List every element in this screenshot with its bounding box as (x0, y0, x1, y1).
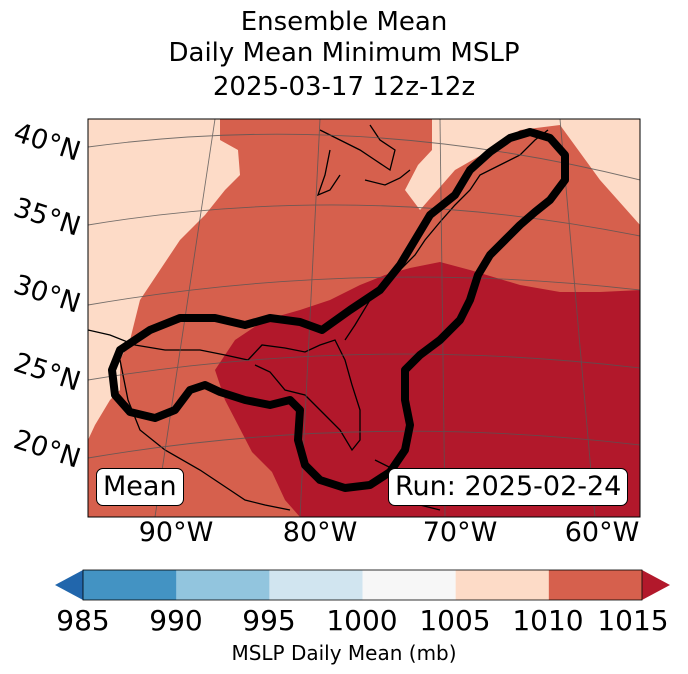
colorbar-tick: 995 (242, 604, 296, 637)
lat-label-25: 25°N (10, 347, 84, 398)
title-line-1: Ensemble Mean (240, 7, 448, 37)
map-frame (87, 118, 641, 518)
title-line-3: 2025-03-17 12z-12z (212, 72, 476, 102)
colorbar-tick: 990 (149, 604, 203, 637)
lat-label-35: 35°N (10, 192, 84, 243)
colorbar-segment (455, 570, 550, 600)
lon-label-80w: 80°W (283, 517, 358, 548)
colorbar-tick: 1010 (512, 604, 584, 637)
mean-label: Mean (96, 468, 184, 506)
lon-label-70w: 70°W (423, 517, 498, 548)
title-line-2: Daily Mean Minimum MSLP (168, 38, 520, 68)
colorbar-segment (269, 570, 363, 600)
colorbar-label: MSLP Daily Mean (mb) (231, 641, 457, 665)
colorbar-tick: 1015 (597, 604, 669, 637)
colorbar-segment (83, 570, 177, 600)
run-label: Run: 2025-02-24 (388, 468, 629, 506)
colorbar-segment (548, 570, 643, 600)
colorbar-extend-high (642, 570, 670, 600)
colorbar-tick: 985 (56, 604, 110, 637)
colorbar-tick: 1000 (326, 604, 398, 637)
colorbar (55, 569, 670, 601)
colorbar-segment (176, 570, 270, 600)
lat-label-30: 30°N (10, 269, 84, 320)
lon-label-90w: 90°W (139, 517, 214, 548)
colorbar-tick: 1005 (419, 604, 491, 637)
probability-contour (108, 128, 569, 492)
colorbar-segment (362, 570, 457, 600)
lat-label-20: 20°N (10, 424, 84, 475)
lat-label-40: 40°N (10, 117, 84, 168)
colorbar-extend-low (55, 570, 83, 600)
lon-label-60w: 60°W (565, 517, 640, 548)
